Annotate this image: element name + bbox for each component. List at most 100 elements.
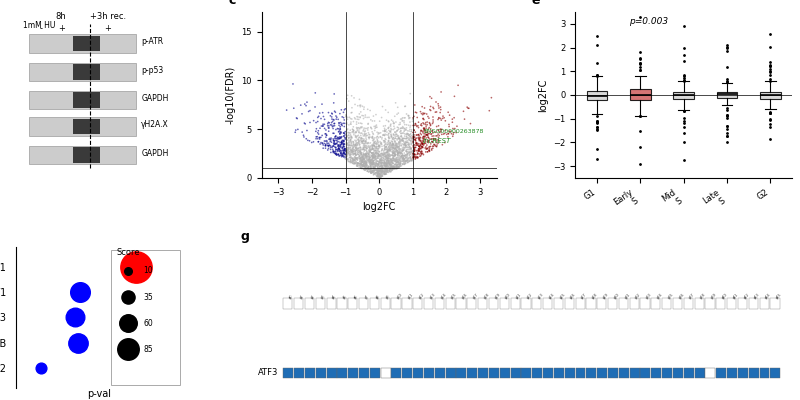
Point bbox=[415, 140, 428, 146]
Point bbox=[360, 151, 373, 157]
Point bbox=[427, 136, 440, 142]
Point bbox=[326, 124, 338, 130]
Point bbox=[387, 156, 400, 162]
Point bbox=[345, 133, 358, 140]
Point bbox=[434, 109, 446, 116]
Point bbox=[390, 160, 403, 166]
Point bbox=[355, 130, 368, 136]
Point bbox=[73, 289, 86, 296]
Point bbox=[323, 135, 336, 142]
Point bbox=[385, 117, 398, 123]
Point bbox=[354, 152, 367, 158]
Point bbox=[417, 134, 430, 140]
Point bbox=[354, 158, 367, 164]
Bar bbox=[738, 298, 747, 308]
Point bbox=[319, 138, 332, 144]
Point bbox=[342, 144, 354, 151]
Point bbox=[387, 148, 400, 154]
Point bbox=[355, 156, 368, 163]
Point bbox=[416, 104, 429, 110]
Point bbox=[335, 138, 348, 144]
PathPatch shape bbox=[630, 89, 650, 100]
Point bbox=[387, 156, 400, 163]
Point bbox=[414, 138, 427, 144]
Point bbox=[375, 140, 388, 146]
Point bbox=[379, 150, 392, 157]
Point bbox=[396, 158, 409, 164]
Point bbox=[403, 148, 416, 155]
Point bbox=[347, 132, 360, 138]
Point bbox=[378, 170, 391, 177]
Point bbox=[359, 166, 372, 172]
Point bbox=[340, 153, 353, 160]
Point bbox=[397, 118, 410, 124]
Point bbox=[387, 165, 400, 172]
Text: g29: g29 bbox=[602, 292, 610, 300]
Point bbox=[372, 163, 385, 170]
Point bbox=[393, 144, 406, 150]
Point bbox=[351, 148, 364, 154]
Point bbox=[358, 147, 371, 153]
Point bbox=[370, 169, 383, 175]
Bar bbox=[597, 298, 606, 308]
Point bbox=[351, 148, 364, 155]
Point bbox=[401, 146, 414, 152]
Point bbox=[354, 124, 367, 130]
Point bbox=[365, 164, 378, 170]
Point bbox=[374, 156, 387, 162]
Point bbox=[374, 174, 386, 181]
Text: +3h rec.: +3h rec. bbox=[90, 12, 126, 22]
Point bbox=[423, 148, 436, 154]
Point bbox=[390, 165, 402, 172]
Point bbox=[342, 158, 354, 165]
Point bbox=[386, 163, 398, 170]
Point bbox=[338, 130, 351, 136]
Point bbox=[352, 136, 365, 142]
Point bbox=[359, 155, 372, 161]
Point bbox=[332, 134, 345, 141]
Point bbox=[383, 161, 396, 168]
Point bbox=[390, 165, 403, 171]
Point bbox=[398, 115, 410, 121]
Point bbox=[381, 156, 394, 162]
Point bbox=[410, 140, 422, 146]
Point bbox=[365, 165, 378, 172]
Point bbox=[413, 136, 426, 142]
Point bbox=[378, 157, 391, 164]
Point bbox=[369, 123, 382, 129]
Point bbox=[368, 155, 381, 161]
Point bbox=[369, 166, 382, 172]
Point bbox=[372, 168, 385, 174]
Point bbox=[335, 140, 348, 147]
Point bbox=[352, 124, 365, 131]
Point bbox=[388, 163, 401, 170]
Point bbox=[362, 134, 375, 141]
Point bbox=[408, 127, 421, 134]
Point bbox=[357, 162, 370, 169]
Point bbox=[366, 142, 379, 149]
Point bbox=[361, 165, 374, 172]
Point bbox=[390, 159, 403, 166]
Point bbox=[461, 104, 474, 110]
Text: p-ATR: p-ATR bbox=[142, 37, 163, 46]
Point bbox=[372, 145, 385, 152]
Point bbox=[386, 157, 399, 164]
Point bbox=[371, 161, 384, 168]
Point bbox=[334, 130, 346, 137]
Point bbox=[416, 140, 429, 147]
Point bbox=[393, 160, 406, 166]
Point bbox=[351, 150, 364, 156]
Text: +: + bbox=[58, 24, 65, 33]
Point bbox=[406, 116, 419, 123]
Point bbox=[387, 150, 400, 156]
Point bbox=[382, 158, 394, 164]
Point bbox=[415, 151, 428, 158]
Point bbox=[408, 122, 421, 128]
Point bbox=[373, 173, 386, 179]
Point bbox=[346, 145, 359, 151]
Point bbox=[374, 156, 386, 162]
Point bbox=[350, 145, 362, 151]
Point bbox=[406, 154, 419, 160]
Point bbox=[347, 127, 360, 133]
Point bbox=[379, 144, 392, 150]
